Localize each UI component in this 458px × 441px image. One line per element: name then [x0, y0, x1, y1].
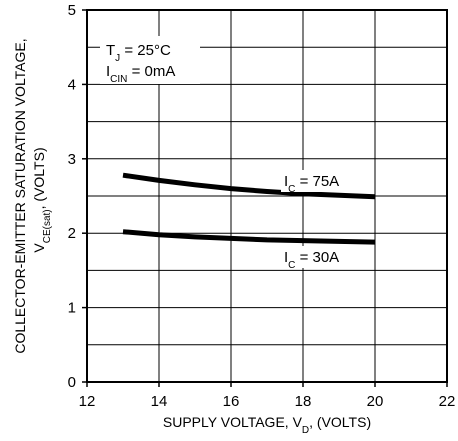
icin-value: = 0mA: [127, 63, 175, 80]
series-label-subscript: C: [288, 184, 295, 195]
x-tick-label: 18: [295, 393, 312, 410]
x-axis-label-subscript: D: [302, 425, 309, 436]
y-axis-label-line-2: VCE(sat), (VOLTS): [31, 147, 53, 252]
y-axis-label-suffix: , (VOLTS): [31, 147, 47, 209]
y-tick-label: 3: [68, 151, 76, 168]
series-label-value: = 30A: [295, 249, 339, 266]
y-tick-label: 5: [68, 2, 76, 19]
y-tick-label: 2: [68, 225, 76, 242]
series-label-subscript: C: [288, 260, 295, 271]
y-axis-label-line-1: COLLECTOR-EMITTER SATURATION VOLTAGE,: [12, 38, 28, 353]
y-tick-label: 0: [68, 374, 76, 391]
tj-symbol: T: [106, 42, 115, 59]
x-tick-label: 12: [79, 393, 96, 410]
x-tick-label: 14: [151, 393, 168, 410]
x-tick-label: 16: [223, 393, 240, 410]
x-axis-label-suffix: , (VOLTS): [309, 414, 371, 430]
series-label-value: = 75A: [295, 173, 339, 190]
x-tick-label: 22: [439, 393, 456, 410]
icin-subscript: CIN: [110, 74, 127, 85]
y-tick-label: 1: [68, 300, 76, 317]
tj-value: = 25°C: [120, 42, 171, 59]
y-tick-label: 4: [68, 76, 76, 93]
x-tick-label: 20: [367, 393, 384, 410]
y-axis-label-subscript: CE(sat): [42, 209, 53, 243]
x-axis-label-main: SUPPLY VOLTAGE, V: [163, 414, 303, 430]
x-axis-label: SUPPLY VOLTAGE, VD, (VOLTS): [163, 414, 371, 436]
